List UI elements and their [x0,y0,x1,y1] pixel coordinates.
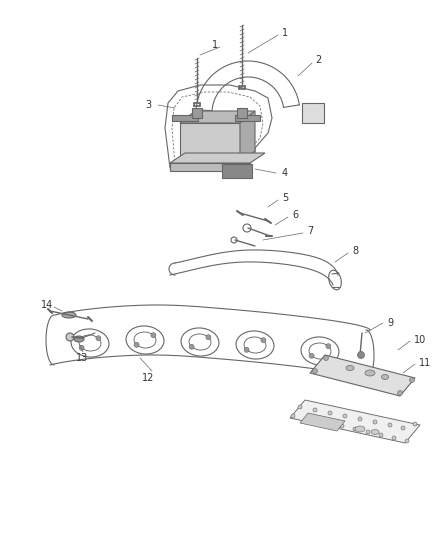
Bar [192,108,202,118]
Circle shape [151,333,156,338]
Polygon shape [180,111,255,123]
Polygon shape [170,163,250,171]
Text: 2: 2 [315,55,321,65]
Ellipse shape [189,334,211,350]
Circle shape [79,345,84,350]
Circle shape [66,333,74,341]
Circle shape [357,351,364,359]
Polygon shape [235,115,260,121]
Text: 1: 1 [212,40,218,50]
Circle shape [298,405,302,409]
Text: 3: 3 [145,100,151,110]
Circle shape [413,422,417,426]
Text: 13: 13 [76,353,88,363]
Circle shape [134,342,139,348]
Circle shape [373,420,377,424]
Circle shape [353,427,357,431]
Bar [237,108,247,118]
Circle shape [401,426,405,430]
Ellipse shape [74,336,84,342]
Circle shape [324,356,328,360]
Text: 9: 9 [387,318,393,328]
Circle shape [328,411,332,415]
Polygon shape [172,115,198,121]
Bar [302,103,324,123]
Circle shape [410,377,414,383]
Circle shape [366,430,370,434]
Ellipse shape [244,337,266,353]
Text: 12: 12 [142,373,154,383]
Circle shape [340,424,344,428]
Circle shape [189,344,194,349]
Polygon shape [290,400,420,443]
Text: 1: 1 [282,28,288,38]
Ellipse shape [346,366,354,370]
Polygon shape [170,153,265,163]
Ellipse shape [381,375,389,379]
Text: 11: 11 [419,358,431,368]
Text: 7: 7 [307,226,313,236]
Circle shape [96,336,101,341]
Text: 10: 10 [414,335,426,345]
Circle shape [312,368,318,374]
Circle shape [358,417,362,421]
Circle shape [327,421,331,425]
Circle shape [343,414,347,418]
Ellipse shape [309,343,331,359]
Circle shape [261,338,266,343]
Circle shape [398,391,403,395]
Polygon shape [180,123,240,163]
Text: 8: 8 [352,246,358,256]
Circle shape [291,414,295,418]
Bar [222,164,252,178]
Circle shape [379,433,383,437]
Text: 5: 5 [282,193,288,203]
Ellipse shape [355,426,365,432]
Ellipse shape [79,335,101,351]
Text: 14: 14 [41,300,53,310]
Ellipse shape [134,332,156,348]
Text: 4: 4 [282,168,288,178]
Circle shape [326,344,331,349]
Circle shape [313,408,317,412]
Circle shape [405,439,409,443]
Polygon shape [310,355,415,396]
Polygon shape [240,111,255,163]
Circle shape [388,423,392,427]
Text: 6: 6 [292,210,298,220]
Ellipse shape [62,312,76,318]
Circle shape [392,436,396,440]
Ellipse shape [371,430,379,434]
Circle shape [309,353,314,358]
Polygon shape [300,413,345,431]
Circle shape [206,335,211,340]
Ellipse shape [365,370,375,376]
Circle shape [244,348,249,352]
